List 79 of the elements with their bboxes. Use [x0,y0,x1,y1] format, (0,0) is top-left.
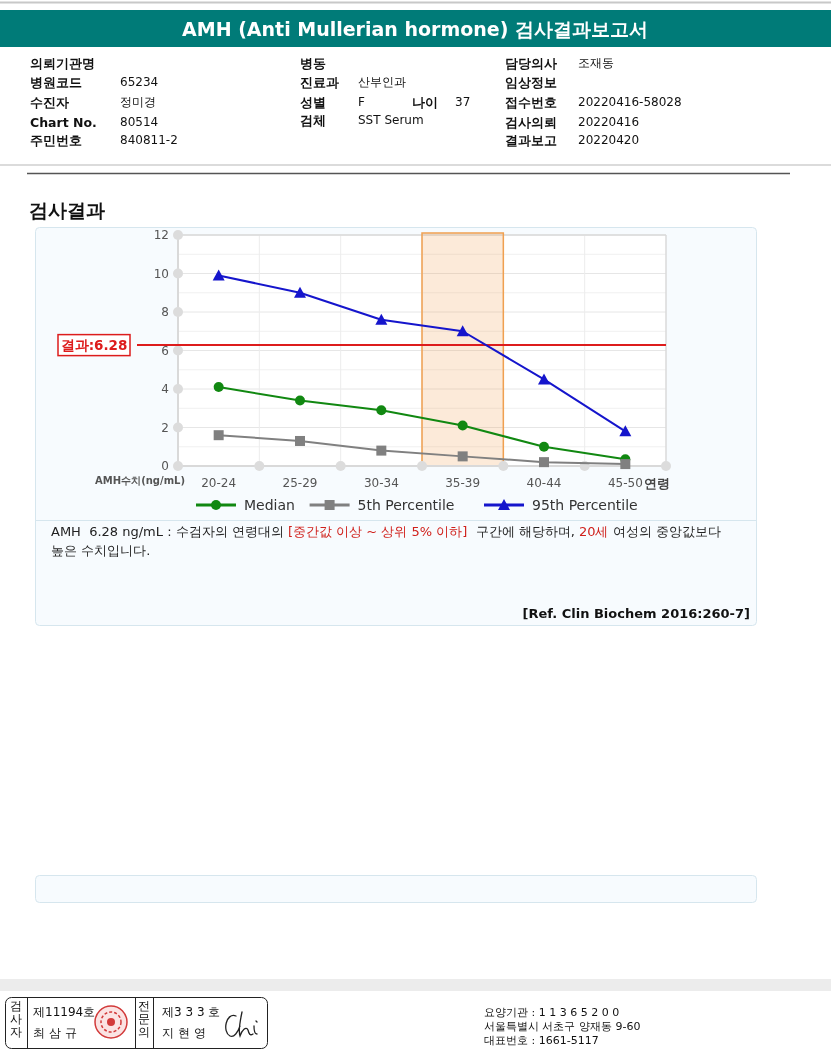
text: 검체 [300,112,326,128]
text: 진료과 [300,74,339,90]
y-tick-label: 10 [153,266,169,281]
y-tick-label: 12 [153,228,169,242]
text: 37 [455,95,471,109]
text: 구간에 해당하며, [474,524,576,539]
chart-subtitle: 검사결과 [29,199,105,221]
text: 20세 [578,524,609,539]
text: 병원코드 [30,74,82,90]
x-tick-label: 45-50 [607,476,643,490]
y-axis-title: AMH수치(ng/mL) [95,474,185,486]
chart-title: AMH (Anti Mullerian hormone) 검사결과보고서 [182,18,648,40]
text: 임상정보 [505,74,557,90]
text: SST Serum [358,113,424,127]
y-tick-label: 2 [161,420,169,435]
text: 주민번호 [30,132,82,148]
text: 840811-2 [120,133,178,147]
text: 대표번호 : 1661-5117 [484,1033,599,1047]
text: [Ref. Clin Biochem 2016:260-7] [522,605,750,621]
text: 전문의 [138,999,150,1039]
text: 접수번호 [505,94,557,110]
text: 20220416 [578,115,640,129]
text: 80514 [120,115,159,129]
point [620,459,631,470]
ref-line-label: 결과:6.28 [60,337,128,354]
text: 정미경 [120,95,156,109]
text: 제11194호 [33,1005,96,1019]
legend-label: 95th Percentile [532,497,638,513]
y-tick-label: 0 [161,459,169,473]
x-axis-title: 연령 [644,475,670,491]
point [619,425,632,437]
point [456,325,469,337]
text: 조재동 [578,56,614,70]
point [457,420,468,431]
point [375,313,388,325]
point [539,441,549,452]
x-tick-label: 35-39 [445,476,481,490]
point [538,373,550,385]
text: 성별 [300,94,326,110]
y-tick-label: 4 [161,382,169,396]
text: 병동 [300,55,326,71]
point [212,269,225,281]
point [294,286,306,298]
point [376,405,387,416]
text: 요양기관 : 1 1 3 6 5 2 0 0 [484,1005,620,1019]
text: 최 삼 규 [33,1026,77,1040]
text: [중간값 이상 ~ 상위 5% 이하] [287,524,468,539]
text: 결과보고 [505,132,557,148]
text: 의뢰기관명 [30,55,95,71]
text: 산부인과 [358,75,406,89]
point [376,445,387,456]
legend-label: 5th Percentile [357,497,455,513]
x-tick-label: 30-34 [363,476,399,490]
point [457,451,468,462]
text: 서울특별시 서초구 양재동 9-60 [484,1019,641,1033]
text: 담당의사 [505,55,557,71]
text: 수진자 [30,94,69,110]
text: 나이 [412,94,438,110]
text: F [358,95,365,109]
point [539,457,549,468]
point [295,435,305,446]
x-tick-label: 25-29 [282,476,318,490]
text: AMH 6.28 ng/mL : 수검자의 연령대의 [51,524,285,539]
text: 20220420 [578,133,640,147]
text: 65234 [120,75,159,89]
y-tick-label: 6 [161,343,169,358]
text: Chart No. [30,114,97,130]
x-tick-label: 20-24 [201,476,237,490]
legend-label: Median [244,497,295,513]
y-tick-label: 8 [161,305,169,319]
point [213,430,224,441]
text: 지 현 영 [162,1026,206,1040]
point [295,395,305,406]
x-tick-label: 40-44 [526,476,562,490]
text: 검사자 [10,999,22,1039]
point [213,382,224,393]
text: 제3 3 3 호 [162,1005,221,1019]
text: 검사의뢰 [505,114,557,130]
text: 20220416-58028 [578,95,682,109]
